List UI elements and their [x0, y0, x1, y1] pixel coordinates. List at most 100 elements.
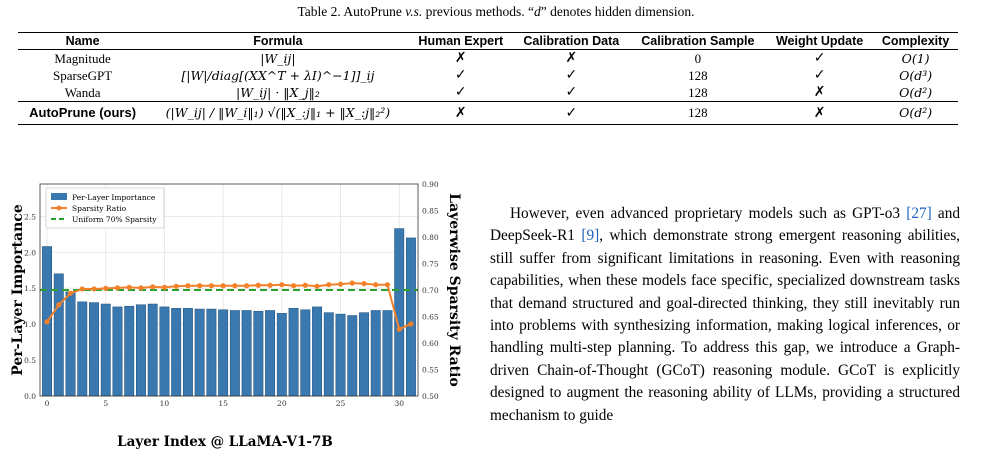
- importance-bar: [136, 304, 146, 397]
- importance-bar: [323, 312, 334, 397]
- importance-sparsity-chart: 0.0 0.5 1.0 1.5 2.0 2.5 0.50 0.55 0.60 0.65 0.70 0.…: [10, 180, 462, 450]
- table-caption: Table 2. AutoPrune v.s. previous methods…: [297, 4, 695, 19]
- x-tick-label: 30: [394, 399, 404, 408]
- importance-bar: [124, 305, 135, 397]
- row-weight-update: ✗: [813, 84, 826, 100]
- importance-bar: [382, 310, 393, 397]
- table-header-row: Name Formula Human Expert Calibration Da…: [18, 32, 958, 50]
- sparsity-point: [337, 281, 344, 287]
- row-calibration-sample: 128: [688, 68, 708, 83]
- sparsity-point: [197, 283, 203, 289]
- importance-bar: [406, 237, 416, 397]
- header-complexity: Complexity: [873, 32, 958, 50]
- importance-bars: [42, 228, 416, 397]
- row-complexity: O(d³): [899, 68, 933, 83]
- x-tick-label: 5: [103, 399, 108, 408]
- row-formula: [|W|/diag[(XX^T + λI)^−1]]_ij: [181, 68, 375, 83]
- sparsity-point: [349, 280, 355, 286]
- row-name: Wanda: [64, 85, 101, 100]
- sparsity-point: [232, 283, 238, 289]
- chart-axes: 0.0 0.5 1.0 1.5 2.0 2.5 0.50 0.55 0.60 0.65 0.70 0.…: [24, 180, 439, 408]
- y2-tick-label: 0.75: [422, 260, 439, 269]
- y-tick-label: 2.0: [24, 248, 36, 257]
- importance-bar: [347, 315, 358, 397]
- sparsity-point: [408, 321, 414, 327]
- importance-bar: [276, 313, 287, 397]
- x-axis-label: Layer Index @ LLaMA-V1-7B: [117, 434, 333, 450]
- citation-link[interactable]: [27]: [906, 205, 932, 222]
- importance-bar: [147, 303, 158, 397]
- importance-bar: [194, 308, 205, 397]
- row-human-expert: ✗: [408, 101, 513, 125]
- body-text-2: and DeepSeek-R1: [490, 205, 960, 245]
- importance-bar: [53, 273, 64, 397]
- x-tick-label: 25: [336, 399, 346, 408]
- sparsity-point: [103, 285, 109, 292]
- sparsity-point: [279, 282, 285, 288]
- importance-bar: [335, 313, 346, 397]
- row-human-expert: ✓: [454, 84, 467, 100]
- body-text-3: , which demonstrate strong emergent reas…: [490, 227, 961, 424]
- sparsity-point: [220, 283, 226, 289]
- row-formula: (|W_ij| / ‖W_i‖₁) √(‖X_:j‖₁ + ‖X_:j‖₂²): [147, 101, 409, 125]
- importance-bar: [359, 312, 369, 397]
- importance-bar: [100, 303, 111, 397]
- sparsity-point: [314, 283, 320, 289]
- row-calibration-data: ✓: [565, 84, 578, 100]
- y2-tick-label: 0.50: [422, 392, 439, 401]
- row-weight-update: ✗: [766, 101, 874, 125]
- y-tick-label: 1.0: [24, 320, 36, 329]
- y2-tick-label: 0.85: [422, 207, 439, 216]
- row-calibration-sample: 128: [629, 101, 767, 125]
- sparsity-point: [373, 282, 379, 288]
- sparsity-point: [326, 282, 332, 288]
- sparsity-point: [185, 283, 191, 289]
- row-complexity: O(1): [901, 51, 930, 66]
- legend-box: [45, 187, 165, 229]
- table-row: SparseGPT [|W|/diag[(XX^T + λI)^−1]]_ij …: [18, 67, 958, 84]
- citation-link[interactable]: [9]: [581, 227, 600, 245]
- sparsity-point: [150, 284, 156, 290]
- sparsity-point: [56, 302, 62, 308]
- plot-frame: [39, 183, 419, 397]
- importance-bar: [394, 228, 405, 397]
- y-tick-label: 2.5: [24, 212, 36, 221]
- sparsity-point: [44, 319, 50, 325]
- header-weight-update: Weight Update: [766, 32, 874, 50]
- table-row-ours: AutoPrune (ours) (|W_ij| / ‖W_i‖₁) √(‖X_…: [18, 101, 958, 125]
- x-tick-label: 15: [218, 399, 228, 408]
- x-tick-label: 20: [277, 399, 287, 408]
- legend-swatch-point: [56, 205, 62, 211]
- row-human-expert: ✓: [454, 67, 467, 83]
- sparsity-point: [67, 290, 74, 296]
- legend-label: Sparsity Ratio: [72, 204, 127, 213]
- y2-tick-label: 0.80: [422, 233, 439, 242]
- sparsity-point: [384, 282, 391, 288]
- y2-tick-label: 0.55: [422, 366, 439, 375]
- sparsity-point: [267, 282, 273, 288]
- y-axis-label: Per-Layer Importance: [10, 204, 26, 376]
- importance-bar: [89, 302, 99, 397]
- row-formula: |W_ij| · ‖X_j‖₂: [235, 85, 320, 100]
- legend-label: Per-Layer Importance: [72, 193, 156, 202]
- importance-bar: [112, 306, 123, 397]
- x-tick-label: 0: [45, 399, 50, 408]
- importance-bar: [229, 310, 240, 397]
- sparsity-point: [244, 283, 250, 289]
- importance-bar: [182, 308, 193, 397]
- sparsity-point: [126, 284, 132, 290]
- row-calibration-sample: 0: [694, 51, 702, 66]
- header-calibration-data: Calibration Data: [512, 32, 630, 50]
- importance-bar: [77, 301, 88, 397]
- importance-bar: [288, 308, 299, 397]
- y2-tick-label: 0.70: [422, 286, 439, 295]
- sparsity-point: [79, 286, 85, 292]
- row-weight-update: ✓: [813, 67, 826, 83]
- importance-bar: [370, 310, 381, 397]
- row-weight-update: ✓: [813, 50, 826, 66]
- sparsity-point: [255, 282, 261, 288]
- importance-bar: [159, 306, 170, 397]
- sparsity-point: [91, 286, 97, 292]
- importance-bar: [265, 310, 276, 397]
- header-calibration-sample: Calibration Sample: [629, 32, 767, 50]
